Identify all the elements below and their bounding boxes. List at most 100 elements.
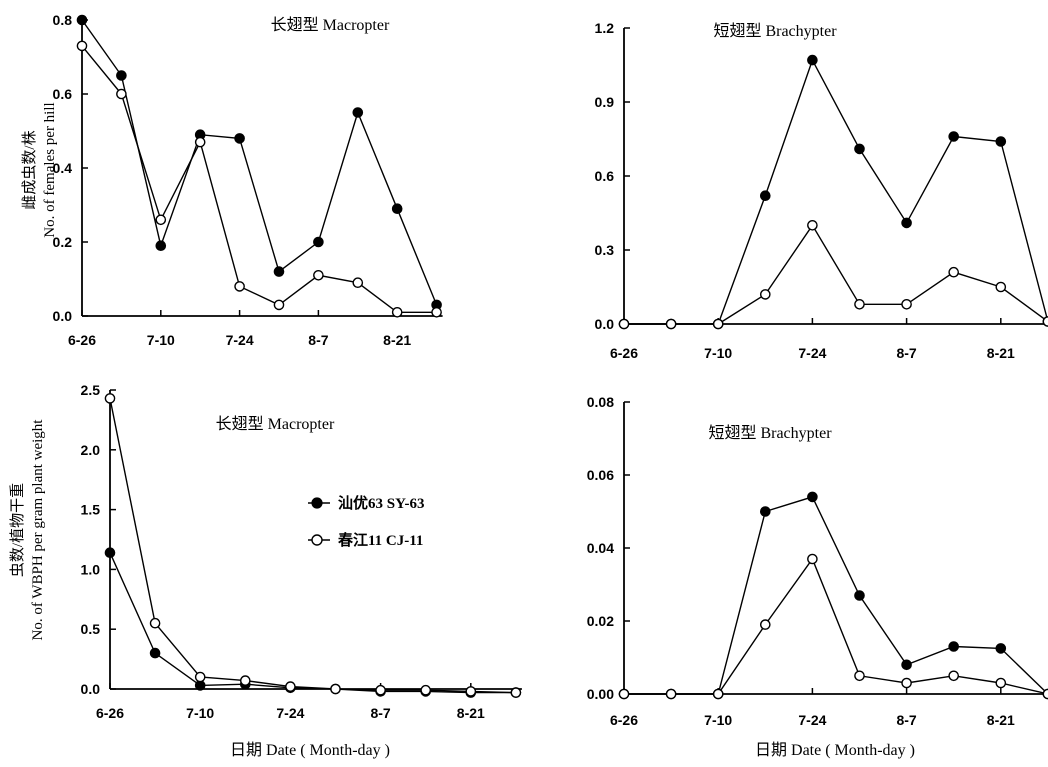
series-line-sy63 (81, 19, 438, 306)
data-point-cj11 (901, 677, 912, 689)
data-point-cj11 (807, 219, 818, 231)
chart-title: 长翅型 Macropter (216, 415, 335, 433)
chart-panel-3: 0.0 0.5 1.0 1.5 2.0 2.5 6-26 7-10 7-24 8-7 8-21 长翅型… (81, 382, 522, 721)
data-point-cj11 (330, 683, 341, 695)
y-tick-label: 0.6 (53, 86, 73, 102)
data-point-cj11 (285, 681, 296, 692)
y-tick-label: 0.08 (587, 394, 614, 410)
data-point-sy63 (948, 131, 960, 142)
y-axis-label-top-line1: 雌成虫数/株 (21, 130, 38, 209)
data-point-sy63 (995, 643, 1007, 654)
series-line-cj11 (624, 557, 1048, 695)
data-point-sy63 (313, 236, 324, 248)
data-point-cj11 (420, 684, 432, 696)
data-point-cj11 (234, 281, 245, 292)
y-axis-label-top-line2: No. of females per hill (42, 102, 58, 237)
x-tick-label: 8-21 (987, 712, 1015, 728)
data-point-sy63 (104, 547, 116, 559)
x-axis-label-right: 日期 Date ( Month-day ) (755, 741, 915, 759)
data-point-cj11 (375, 684, 386, 696)
data-point-cj11 (352, 277, 364, 289)
data-point-sy63 (807, 54, 818, 66)
x-tick-label: 8-7 (308, 332, 328, 348)
data-point-cj11 (665, 318, 677, 330)
filled-circle-marker-icon (311, 497, 323, 509)
data-point-cj11 (116, 88, 127, 100)
data-point-sy63 (807, 491, 818, 503)
data-point-sy63 (901, 659, 912, 671)
x-tick-label: 7-10 (704, 712, 732, 728)
data-point-cj11 (155, 214, 167, 226)
y-tick-label: 1.0 (81, 561, 101, 577)
data-point-sy63 (995, 136, 1007, 147)
data-point-sy63 (901, 217, 912, 229)
data-point-sy63 (234, 133, 245, 144)
legend: 汕优63 SY-63 春江11 CJ-11 (308, 494, 425, 549)
data-point-cj11 (1042, 316, 1048, 327)
series-line-sy63 (624, 58, 1048, 325)
x-tick-label: 8-21 (987, 345, 1015, 361)
open-circle-marker-icon (311, 534, 323, 546)
data-point-cj11 (465, 686, 477, 697)
x-axis-label-left: 日期 Date ( Month-day ) (230, 741, 390, 759)
data-point-cj11 (760, 289, 771, 300)
y-tick-label: 0.04 (587, 540, 614, 556)
y-tick-label: 0.3 (595, 242, 615, 258)
y-tick-label: 0.5 (81, 621, 101, 637)
x-tick-label: 7-24 (276, 705, 304, 721)
data-point-cj11 (194, 136, 206, 148)
data-point-cj11 (948, 670, 960, 682)
y-tick-label: 0.6 (595, 168, 615, 184)
data-point-cj11 (510, 687, 522, 698)
y-tick-label: 0.00 (587, 686, 614, 702)
x-tick-label: 8-21 (457, 705, 485, 721)
y-tick-label: 2.5 (81, 382, 101, 398)
data-point-sy63 (76, 14, 88, 26)
x-tick-label: 6-26 (610, 712, 638, 728)
y-axis-label-bottom: 虫数/植物干重 No. of WBPH per gram plant weigh… (9, 419, 46, 641)
data-point-sy63 (116, 70, 127, 81)
series-line-sy63 (109, 552, 516, 694)
data-point-cj11 (313, 269, 324, 281)
x-tick-label: 7-10 (186, 705, 214, 721)
y-tick-label: 0.9 (595, 94, 615, 110)
data-point-cj11 (194, 671, 206, 683)
data-point-sy63 (760, 190, 771, 201)
data-point-cj11 (854, 670, 865, 682)
series-line-cj11 (624, 223, 1048, 325)
data-point-cj11 (760, 619, 771, 630)
data-point-cj11 (149, 617, 161, 629)
data-point-cj11 (901, 298, 912, 310)
data-point-sy63 (155, 240, 167, 251)
x-tick-label: 7-10 (147, 332, 175, 348)
data-point-cj11 (807, 553, 818, 565)
x-tick-label: 8-21 (383, 332, 411, 348)
y-tick-label: 0.8 (53, 12, 73, 28)
x-tick-label: 6-26 (96, 705, 124, 721)
data-point-cj11 (618, 688, 630, 700)
data-point-sy63 (760, 506, 771, 517)
data-point-cj11 (995, 677, 1007, 689)
data-point-cj11 (391, 306, 403, 318)
y-tick-label: 1.5 (81, 502, 101, 518)
legend-item-sy63: 汕优63 SY-63 (308, 494, 425, 512)
data-point-cj11 (273, 299, 285, 311)
x-tick-label: 8-7 (896, 712, 916, 728)
x-tick-label: 6-26 (610, 345, 638, 361)
y-tick-label: 0.2 (53, 234, 73, 250)
y-axis-label-bottom-line1: 虫数/植物干重 (9, 483, 26, 577)
data-point-sy63 (391, 203, 403, 214)
data-point-cj11 (854, 298, 865, 310)
data-point-cj11 (995, 281, 1007, 293)
y-tick-label: 0.4 (53, 160, 73, 176)
data-point-sy63 (854, 590, 865, 601)
series-line-sy63 (624, 496, 1048, 695)
data-point-cj11 (431, 306, 442, 318)
y-tick-label: 1.2 (595, 20, 615, 36)
data-point-cj11 (948, 266, 960, 278)
series-line-cj11 (109, 398, 516, 694)
data-point-sy63 (149, 647, 161, 659)
x-tick-label: 6-26 (68, 332, 96, 348)
y-axis-label-bottom-line2: No. of WBPH per gram plant weight (30, 419, 46, 641)
